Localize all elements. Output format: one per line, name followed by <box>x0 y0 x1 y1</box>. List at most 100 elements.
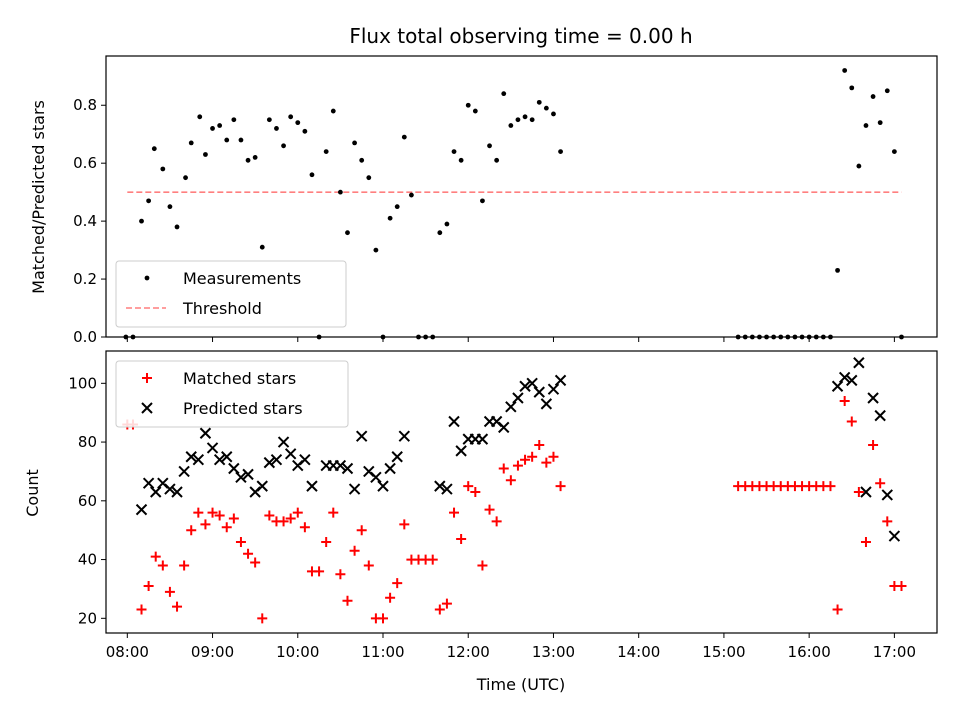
legend-marker-predicted <box>141 402 153 414</box>
measurement-point <box>551 111 556 117</box>
measurement-point <box>295 120 301 126</box>
legend: Measurements Threshold <box>115 260 347 328</box>
predicted-point <box>228 462 240 475</box>
measurement-point <box>266 117 272 123</box>
x-tick-label: 12:00 <box>447 643 490 661</box>
predicted-point <box>874 409 886 422</box>
predicted-point <box>519 380 531 392</box>
y-tick-label: 0.6 <box>73 154 97 172</box>
y-tick-label: 60 <box>78 492 97 510</box>
measurement-point <box>203 152 208 157</box>
measurement-point <box>210 126 215 131</box>
y-tick-label: 100 <box>68 374 97 392</box>
y-tick-label: 20 <box>78 609 97 627</box>
x-tick-label: 13:00 <box>532 643 575 661</box>
predicted-point <box>384 462 396 475</box>
matched-point <box>172 601 183 612</box>
measurement-point <box>345 230 350 236</box>
x-tick-label: 15:00 <box>702 643 745 661</box>
matched-point <box>825 481 836 492</box>
predicted-point <box>370 471 382 484</box>
matched-point <box>434 604 445 615</box>
matched-point <box>541 457 552 468</box>
matched-point <box>335 569 346 580</box>
matched-point <box>534 440 545 450</box>
predicted-point <box>164 483 176 495</box>
legend-label: Matched stars <box>183 369 296 388</box>
upper-panel: 0.0 0.2 0.4 0.6 0.8 Measurements Threshold <box>73 55 938 346</box>
measurement-point <box>515 117 521 123</box>
predicted-point <box>341 462 354 475</box>
predicted-point <box>547 383 560 395</box>
matched-point <box>832 604 843 615</box>
measurement-point <box>183 175 188 181</box>
predicted-point <box>441 483 453 495</box>
measurement-point <box>465 102 471 108</box>
matched-point <box>179 560 190 571</box>
predicted-point <box>434 480 446 492</box>
measurement-point <box>387 215 393 221</box>
legend: Matched stars Predicted stars <box>115 360 349 428</box>
matched-point <box>512 460 523 471</box>
predicted-point <box>199 427 212 439</box>
matched-point <box>505 475 516 486</box>
matched-point <box>399 519 410 530</box>
predicted-point <box>270 453 283 466</box>
predicted-point <box>455 445 467 457</box>
legend-label: Measurements <box>183 269 301 288</box>
predicted-point <box>846 374 858 387</box>
matched-point <box>491 516 502 527</box>
matched-point <box>875 478 886 489</box>
matched-point <box>449 507 460 518</box>
measurement-point <box>151 146 157 152</box>
predicted-point <box>853 357 865 369</box>
x-tick-label: 08:00 <box>106 643 149 661</box>
matched-point <box>250 557 261 568</box>
measurement-point <box>891 149 897 154</box>
matched-point <box>321 536 332 547</box>
x-axis-label: Time (UTC) <box>476 675 565 694</box>
chart-title: Flux total observing time = 0.00 h <box>349 24 692 48</box>
predicted-point <box>554 374 567 387</box>
measurement-point <box>409 192 414 198</box>
y-tick-label: 80 <box>78 433 97 451</box>
matched-point <box>484 504 495 515</box>
predicted-point <box>221 451 233 463</box>
measurement-point <box>217 123 223 128</box>
matched-point <box>456 534 467 544</box>
measurement-point <box>480 198 485 204</box>
matched-point <box>243 548 254 559</box>
measurement-point <box>529 117 535 123</box>
matched-point <box>257 613 268 624</box>
predicted-point <box>498 421 510 434</box>
predicted-point <box>299 453 311 466</box>
measurement-point <box>252 154 258 160</box>
measurement-point <box>224 137 230 143</box>
matched-point <box>868 440 879 450</box>
predicted-point <box>334 459 347 472</box>
measurement-point <box>231 117 237 123</box>
measurement-point <box>508 123 514 128</box>
measurement-point <box>274 126 279 131</box>
matched-point <box>896 581 907 591</box>
predicted-point <box>398 430 411 442</box>
matched-point <box>157 560 168 571</box>
predicted-point <box>448 415 460 428</box>
predicted-point <box>213 453 226 466</box>
predicted-point <box>533 386 545 398</box>
measurement-point <box>487 143 492 149</box>
matched-point <box>328 507 339 518</box>
matched-point <box>363 560 374 571</box>
measurement-point <box>401 134 407 140</box>
measurement-point <box>437 230 443 236</box>
measurement-point <box>494 157 500 163</box>
y-tick-label: 40 <box>78 551 97 569</box>
measurement-point <box>458 157 464 163</box>
predicted-point <box>242 468 254 481</box>
matched-point <box>200 519 211 530</box>
predicted-point <box>192 453 205 466</box>
y-axis-label-lower: Count <box>23 469 42 517</box>
measurement-point <box>870 94 876 99</box>
